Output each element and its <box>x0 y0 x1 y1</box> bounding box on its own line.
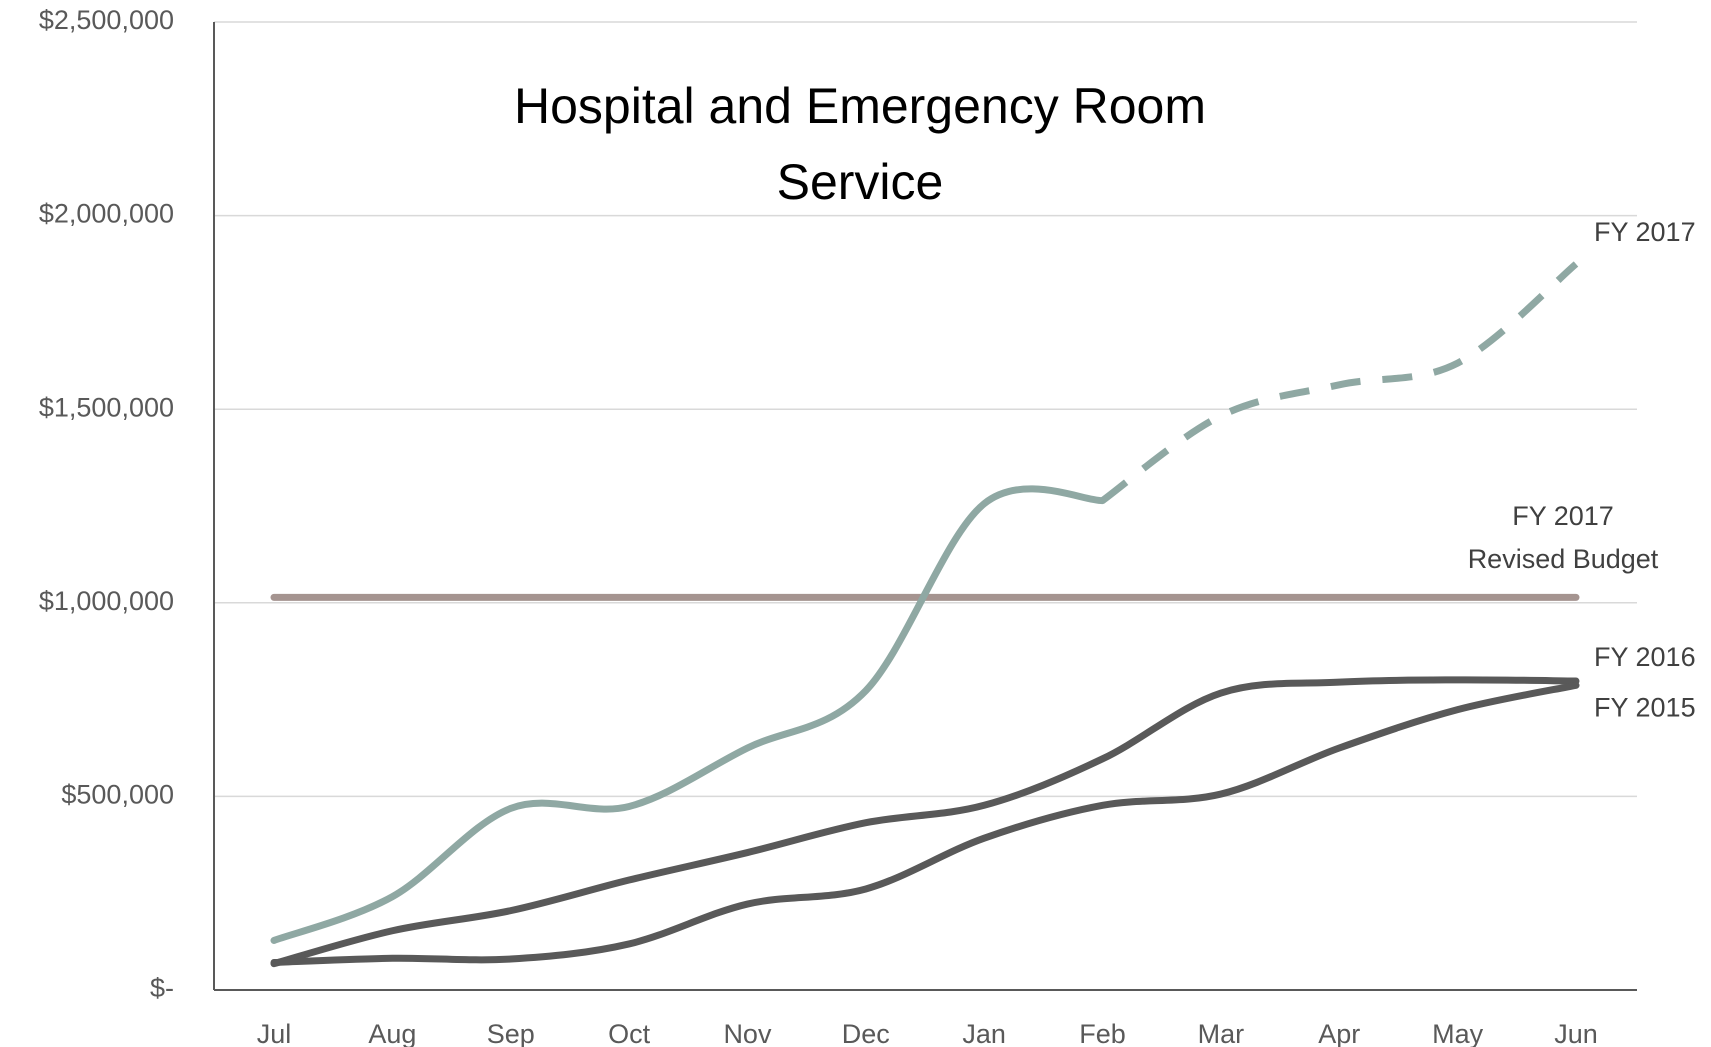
x-tick-label: Nov <box>723 1019 772 1047</box>
x-tick-label: Aug <box>368 1019 416 1047</box>
x-tick-label: Jul <box>257 1019 292 1047</box>
x-tick-label: Feb <box>1079 1019 1126 1047</box>
budget-label: Revised Budget <box>1468 544 1659 574</box>
series-label: FY 2016 <box>1594 642 1696 672</box>
x-tick-label: Sep <box>487 1019 535 1047</box>
x-tick-label: Apr <box>1318 1019 1360 1047</box>
series-line <box>270 676 1580 968</box>
x-tick-label: Dec <box>842 1019 890 1047</box>
series-label: FY 2017 <box>1594 217 1696 247</box>
x-tick-label: Jan <box>962 1019 1006 1047</box>
x-tick-label: Oct <box>608 1019 651 1047</box>
y-tick-label: $2,500,000 <box>39 5 174 35</box>
chart-title: Hospital and Emergency Room <box>514 78 1206 134</box>
chart-title: Service <box>777 154 944 210</box>
x-tick-label: Jun <box>1554 1019 1598 1047</box>
series-line-projected <box>1100 261 1579 504</box>
series-line <box>270 485 1107 944</box>
budget-label: FY 2017 <box>1512 501 1614 531</box>
y-tick-label: $1,500,000 <box>39 392 174 422</box>
series-line <box>270 681 1580 967</box>
y-tick-label: $- <box>150 973 174 1003</box>
x-tick-label: Mar <box>1198 1019 1245 1047</box>
y-tick-label: $1,000,000 <box>39 586 174 616</box>
y-tick-label: $500,000 <box>61 780 174 810</box>
series-label: FY 2015 <box>1594 692 1696 722</box>
x-tick-label: May <box>1432 1019 1484 1047</box>
y-tick-label: $2,000,000 <box>39 199 174 229</box>
